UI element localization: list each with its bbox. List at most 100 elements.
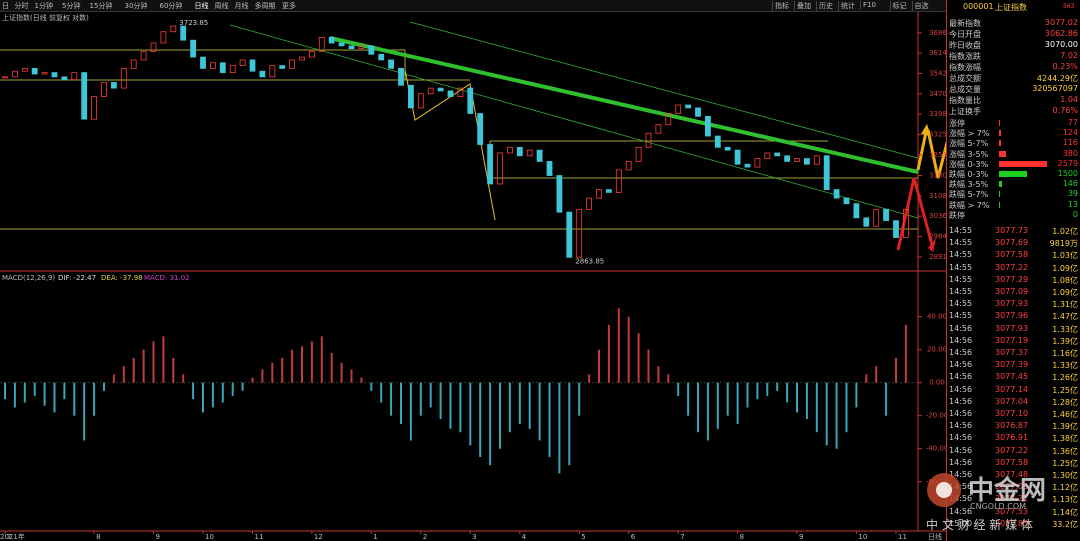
- breadth-bar: [999, 140, 1002, 147]
- tick-time: 14:55: [949, 250, 973, 260]
- candle: [219, 62, 226, 74]
- toolbar-button[interactable]: 标记: [889, 1, 907, 11]
- tick-price: 3077.58: [995, 250, 1029, 260]
- tick-time: 14:56: [949, 494, 973, 504]
- tick-volume: 1.14亿: [1052, 507, 1078, 517]
- quote-value: 3062.86: [1044, 29, 1078, 38]
- x-tick-label: 7: [680, 533, 684, 541]
- toolbar-tab[interactable]: 多周期: [254, 2, 276, 10]
- tick-price: 3077.09: [995, 287, 1029, 296]
- tick-volume: 1.30亿: [1052, 471, 1078, 480]
- candle: [744, 163, 751, 168]
- macd-bar: [518, 382, 521, 424]
- macd-bar: [439, 382, 442, 419]
- breadth-value: 2579: [1057, 158, 1078, 168]
- toolbar-tab[interactable]: 15分钟: [89, 2, 113, 10]
- y-tick-label: 3686: [929, 29, 946, 37]
- macd-bar: [73, 382, 76, 416]
- candle: [41, 72, 48, 75]
- macd-bar: [726, 382, 729, 416]
- tick-time: 14:55: [949, 262, 973, 272]
- macd-bar: [380, 382, 383, 403]
- macd-bar: [637, 333, 640, 383]
- macd-bar: [598, 349, 600, 383]
- macd-bar: [449, 382, 452, 429]
- tick-time: 14:56: [949, 409, 973, 418]
- tick-time: 14:56: [949, 457, 973, 467]
- macd-bar: [469, 382, 472, 446]
- candle: [655, 124, 662, 134]
- candle: [150, 42, 157, 52]
- candle: [457, 87, 464, 97]
- tick-time: 14:56: [949, 348, 973, 357]
- quote-value: 7.02: [1060, 51, 1078, 60]
- macd-bar: [607, 324, 610, 383]
- quote-label: 最新指数: [949, 19, 981, 28]
- toolbar-tab[interactable]: 5分钟: [62, 2, 81, 10]
- toolbar-button[interactable]: 统计: [838, 1, 855, 11]
- macd-bar: [558, 382, 561, 474]
- toolbar-tab[interactable]: 1分钟: [34, 2, 53, 10]
- quote-label: 昨日收盘: [949, 41, 981, 50]
- candle: [2, 76, 8, 79]
- macd-bar: [627, 316, 630, 383]
- candle: [437, 87, 444, 92]
- tick-time: 14:55: [949, 274, 973, 284]
- macd-bar: [895, 357, 897, 383]
- candle: [269, 65, 276, 78]
- quote-value: 3070.00: [1044, 40, 1078, 49]
- candle: [378, 53, 385, 61]
- macd-legend: DIF: -22.47: [58, 274, 96, 282]
- toolbar-tab[interactable]: 周线: [214, 2, 229, 10]
- breadth-bar: [999, 181, 1002, 188]
- chart-title: 上证指数(日线 前复权 对数): [2, 13, 89, 22]
- macd-bar: [766, 382, 769, 396]
- toolbar-tab[interactable]: 60分钟: [159, 2, 183, 10]
- toolbar-tab[interactable]: 日: [2, 2, 9, 10]
- tick-price: 3077.93: [995, 299, 1029, 309]
- macd-bar: [320, 336, 323, 383]
- macd-bar: [172, 357, 175, 383]
- toolbar-button[interactable]: F10: [860, 1, 876, 9]
- macd-bar: [301, 346, 303, 383]
- quote-value: 3077.02: [1044, 18, 1078, 27]
- toolbar-tab[interactable]: 月线: [234, 2, 249, 10]
- tick-volume: 1.13亿: [1052, 495, 1078, 505]
- macd-bar: [617, 308, 620, 383]
- toolbar-tab[interactable]: 日线: [194, 2, 209, 10]
- y-tick-label: 3398: [929, 110, 946, 118]
- toolbar-button[interactable]: 指标: [772, 1, 789, 11]
- candle: [556, 175, 563, 213]
- tick-volume: 1.31亿: [1052, 300, 1078, 310]
- macd-bar: [202, 382, 204, 413]
- quote-value: 1.04: [1060, 95, 1078, 104]
- tick-volume: 1.47亿: [1052, 312, 1078, 322]
- toolbar-button[interactable]: 历史: [816, 1, 833, 11]
- toolbar-button[interactable]: 自选: [911, 1, 929, 11]
- tick-price: 3077.48: [995, 470, 1029, 479]
- tick-volume: 1.36亿: [1052, 446, 1078, 456]
- macd-bar: [528, 382, 531, 429]
- tick-time: 14:56: [949, 335, 973, 345]
- candle: [31, 67, 38, 75]
- y-tick-label: 20.00: [927, 346, 946, 354]
- macd-bar: [53, 382, 56, 413]
- macd-bar: [716, 382, 719, 429]
- macd-bar: [281, 357, 284, 383]
- breadth-label: 涨幅 0-3%: [949, 159, 989, 169]
- quote-value: 320567097: [1032, 84, 1078, 93]
- tick-volume: 1.09亿: [1052, 263, 1078, 273]
- tick-price: 3076.87: [995, 421, 1029, 431]
- tick-time: 14:55: [949, 311, 973, 321]
- candle: [893, 220, 899, 238]
- toolbar-tab[interactable]: 30分钟: [124, 2, 148, 10]
- breadth-bar: [999, 171, 1027, 177]
- tick-price: 3077.19: [995, 335, 1029, 345]
- candle: [368, 45, 375, 55]
- toolbar-tab[interactable]: 分时: [14, 2, 29, 10]
- toolbar-button[interactable]: 叠加: [794, 1, 811, 11]
- breadth-bar: [999, 150, 1007, 157]
- toolbar-tab[interactable]: 更多: [282, 2, 296, 10]
- x-tick-label: 11: [898, 533, 907, 541]
- x-tick-label: 12: [314, 533, 323, 541]
